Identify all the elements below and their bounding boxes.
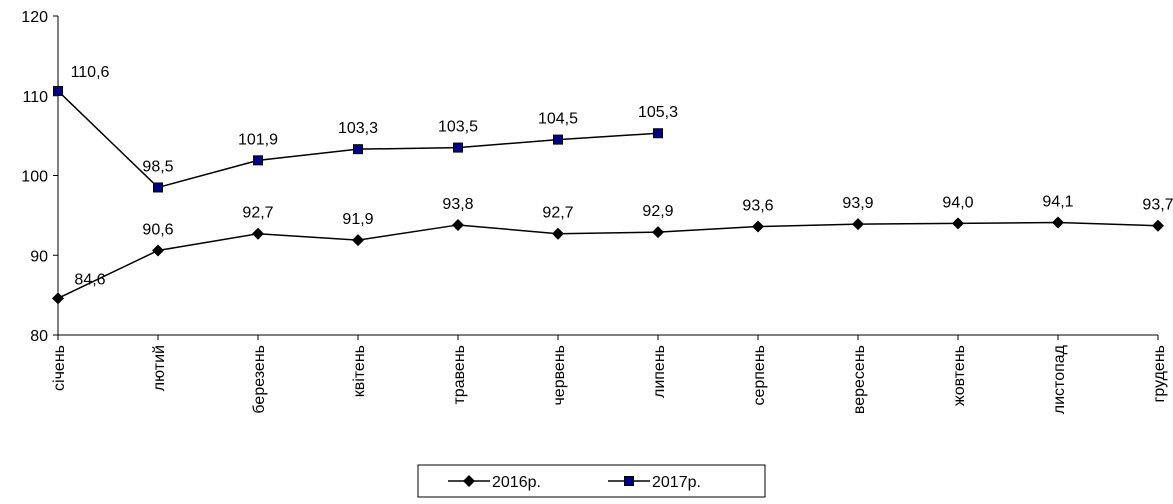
x-tick-label: грудень xyxy=(1151,345,1168,402)
x-tick-label: серпень xyxy=(751,345,768,406)
x-tick-label: листопад xyxy=(1051,344,1068,414)
data-label: 103,3 xyxy=(338,120,378,137)
y-tick-label: 110 xyxy=(22,89,48,106)
data-label: 94,0 xyxy=(942,194,973,211)
data-label: 93,6 xyxy=(742,198,773,215)
data-label: 104,5 xyxy=(538,111,578,128)
x-tick-label: червень xyxy=(551,345,568,406)
y-tick-label: 100 xyxy=(21,169,48,186)
marker xyxy=(624,476,634,486)
data-label: 92,7 xyxy=(242,205,273,222)
data-label: 92,9 xyxy=(642,203,673,220)
data-label: 101,9 xyxy=(238,131,278,148)
marker xyxy=(1052,216,1064,229)
marker xyxy=(153,182,163,193)
marker xyxy=(1152,219,1164,232)
marker xyxy=(252,227,264,240)
marker xyxy=(852,218,864,231)
x-tick-label: травень xyxy=(451,345,468,405)
marker xyxy=(952,217,964,230)
x-tick-label: березень xyxy=(251,345,268,414)
data-label: 90,6 xyxy=(142,221,173,238)
marker xyxy=(453,142,463,153)
marker xyxy=(653,128,663,139)
marker xyxy=(463,475,475,487)
data-label: 93,7 xyxy=(1142,197,1173,214)
y-tick-label: 90 xyxy=(30,248,48,265)
legend: 2016р. 2017р. xyxy=(417,464,766,498)
marker xyxy=(552,227,564,240)
legend-label: 2017р. xyxy=(652,474,701,491)
y-tick-label: 80 xyxy=(30,328,48,345)
x-tick-label: вересень xyxy=(851,345,868,414)
marker xyxy=(152,244,164,257)
marker xyxy=(353,144,363,155)
data-label: 93,8 xyxy=(442,196,473,213)
data-label: 84,6 xyxy=(74,271,105,288)
x-tick-label: липень xyxy=(651,345,668,398)
x-tick-label: квітень xyxy=(351,345,368,397)
x-tick-label: лютий xyxy=(151,345,168,391)
data-label: 98,5 xyxy=(142,158,173,175)
data-label: 110,6 xyxy=(71,64,110,81)
marker xyxy=(553,134,563,145)
legend-label: 2016р. xyxy=(492,474,541,491)
marker xyxy=(352,234,364,247)
x-tick-label: жовтень xyxy=(951,345,968,406)
x-tick-label: січень xyxy=(51,345,68,391)
marker xyxy=(752,220,764,233)
data-label: 93,9 xyxy=(842,195,873,212)
data-label: 91,9 xyxy=(342,211,373,228)
y-tick-label: 120 xyxy=(21,9,48,26)
data-label: 92,7 xyxy=(542,205,573,222)
marker xyxy=(52,292,64,305)
data-label: 103,5 xyxy=(438,119,478,136)
marker xyxy=(53,85,63,96)
marker xyxy=(253,155,263,166)
data-label: 94,1 xyxy=(1042,194,1073,211)
marker xyxy=(652,226,664,239)
data-label: 105,3 xyxy=(638,104,678,121)
marker xyxy=(452,218,464,231)
series-line xyxy=(57,221,1159,299)
